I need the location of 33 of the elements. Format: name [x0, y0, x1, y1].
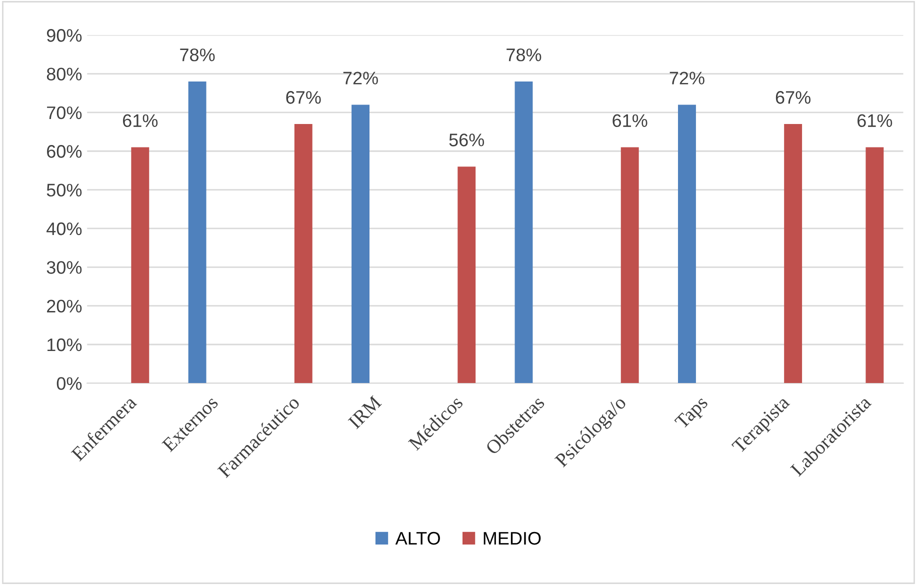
bar: [131, 147, 150, 384]
data-label: 67%: [776, 91, 810, 104]
bar: [294, 124, 312, 384]
x-tick-label: Taps: [674, 395, 712, 432]
data-label: 72%: [343, 72, 378, 84]
y-tick-label: 80%: [46, 68, 82, 80]
bar: [678, 104, 696, 384]
data-label: 61%: [123, 114, 158, 128]
bar: [620, 147, 639, 384]
y-tick-label: 90%: [46, 29, 82, 42]
data-label: 56%: [449, 134, 484, 146]
data-label: 61%: [612, 114, 648, 128]
legend-label: ALTO: [395, 532, 440, 545]
y-tick-label: 50%: [46, 184, 82, 197]
y-tick-label: 10%: [47, 338, 82, 352]
bar: [514, 82, 533, 384]
y-tick-label: 20%: [47, 300, 82, 313]
bar: [866, 147, 884, 384]
y-tick-label: 0%: [56, 377, 82, 390]
bar: [784, 124, 802, 384]
data-label: 67%: [286, 91, 321, 104]
y-tick-label: 40%: [46, 222, 82, 236]
y-tick-label: 30%: [46, 261, 82, 274]
y-tick-label: 70%: [47, 106, 82, 120]
data-label: 78%: [180, 48, 215, 62]
data-label: 61%: [858, 114, 892, 128]
bar: [188, 82, 206, 384]
bar: [352, 104, 370, 384]
bar: [458, 166, 476, 384]
y-tick-label: 60%: [47, 145, 82, 158]
legend-label: MEDIO: [484, 532, 541, 545]
data-label: 72%: [670, 72, 704, 84]
data-label: 78%: [506, 48, 542, 62]
